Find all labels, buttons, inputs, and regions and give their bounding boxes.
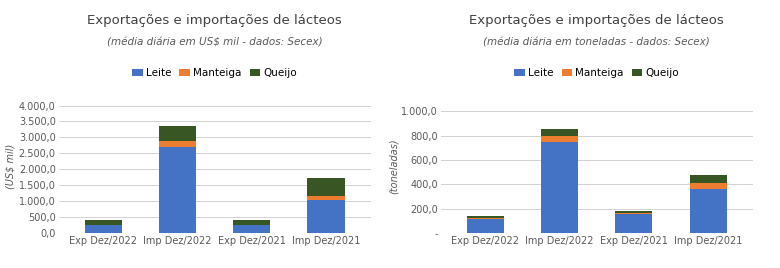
Bar <box>541 142 578 233</box>
Bar <box>615 211 652 213</box>
Legend: Leite, Manteiga, Queijo: Leite, Manteiga, Queijo <box>128 64 301 83</box>
Y-axis label: (toneladas): (toneladas) <box>388 138 399 194</box>
Text: Exportações e importações de lácteos: Exportações e importações de lácteos <box>470 14 724 27</box>
Bar <box>159 126 196 141</box>
Legend: Leite, Manteiga, Queijo: Leite, Manteiga, Queijo <box>510 64 683 83</box>
Bar <box>159 141 196 147</box>
Bar <box>466 218 504 233</box>
Text: (média diária em toneladas - dados: Secex): (média diária em toneladas - dados: Sece… <box>484 38 710 48</box>
Bar <box>466 216 504 218</box>
Bar <box>690 183 727 189</box>
Bar <box>307 196 345 200</box>
Bar <box>541 129 578 136</box>
Y-axis label: (US$ mil): (US$ mil) <box>6 144 16 189</box>
Bar <box>159 147 196 233</box>
Bar <box>307 200 345 233</box>
Bar <box>690 175 727 183</box>
Bar <box>307 178 345 196</box>
Text: Exportações e importações de lácteos: Exportações e importações de lácteos <box>87 14 342 27</box>
Bar <box>615 213 652 214</box>
Bar <box>84 220 122 225</box>
Bar <box>233 225 270 233</box>
Text: (média diária em US$ mil - dados: Secex): (média diária em US$ mil - dados: Secex) <box>107 38 322 48</box>
Bar <box>84 225 122 233</box>
Bar <box>615 214 652 233</box>
Bar <box>233 220 270 225</box>
Bar <box>690 189 727 233</box>
Bar <box>541 136 578 142</box>
